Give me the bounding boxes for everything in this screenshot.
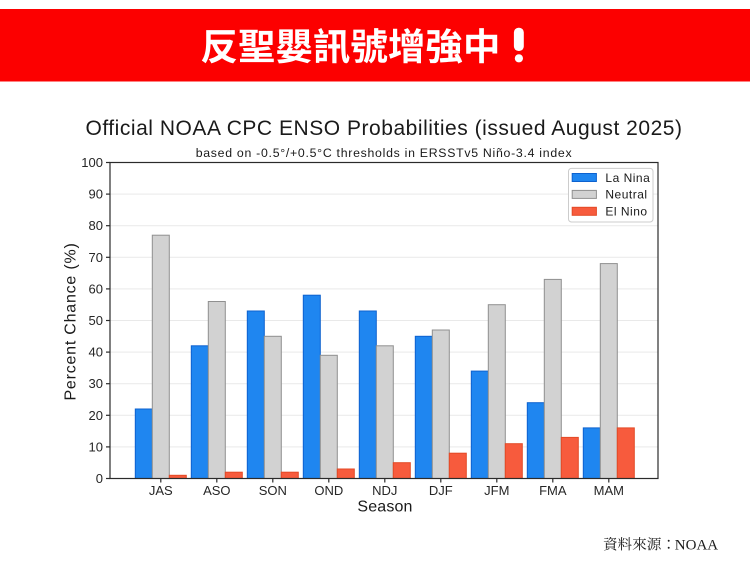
svg-text:40: 40 xyxy=(89,345,103,360)
svg-text:NOAA: NOAA xyxy=(675,537,718,553)
svg-text:60: 60 xyxy=(89,281,103,296)
svg-text:100: 100 xyxy=(81,155,103,170)
svg-text:El Nino: El Nino xyxy=(605,205,647,219)
svg-text:80: 80 xyxy=(89,218,103,233)
svg-text:Official NOAA CPC ENSO Probabi: Official NOAA CPC ENSO Probabilities (is… xyxy=(85,117,682,140)
svg-text:MAM: MAM xyxy=(594,483,624,498)
svg-text:Season: Season xyxy=(357,499,412,516)
svg-text:ASO: ASO xyxy=(203,483,230,498)
svg-text:Neutral: Neutral xyxy=(605,188,647,202)
svg-text:JFM: JFM xyxy=(484,483,509,498)
svg-text:50: 50 xyxy=(89,313,103,328)
svg-text:OND: OND xyxy=(314,483,343,498)
svg-text:90: 90 xyxy=(89,187,103,202)
svg-text:30: 30 xyxy=(89,376,103,391)
svg-text:based on -0.5°/+0.5°C threshol: based on -0.5°/+0.5°C thresholds in ERSS… xyxy=(196,146,573,160)
svg-text:DJF: DJF xyxy=(429,483,453,498)
svg-text:10: 10 xyxy=(89,439,103,454)
svg-text:JAS: JAS xyxy=(149,483,173,498)
svg-text:SON: SON xyxy=(259,483,287,498)
svg-text:Percent Chance (%): Percent Chance (%) xyxy=(63,242,80,400)
svg-text:La Nina: La Nina xyxy=(605,171,650,185)
svg-text:0: 0 xyxy=(96,471,103,486)
svg-text:20: 20 xyxy=(89,408,103,423)
svg-text:70: 70 xyxy=(89,250,103,265)
svg-text:NDJ: NDJ xyxy=(372,483,397,498)
svg-text:FMA: FMA xyxy=(539,483,567,498)
